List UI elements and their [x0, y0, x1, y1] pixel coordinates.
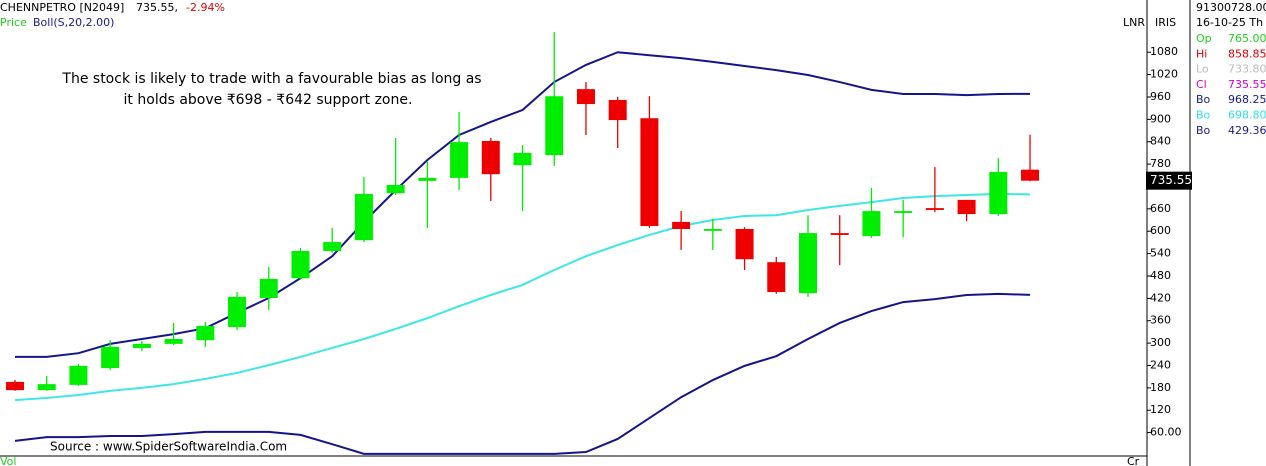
candle-body	[862, 211, 881, 237]
candle-body	[354, 193, 373, 241]
last-price: 735.55,	[136, 1, 178, 14]
candle-body	[735, 228, 754, 260]
candle-body	[481, 140, 500, 175]
y-tick-label: 300	[1150, 336, 1171, 349]
candle-body	[386, 184, 405, 194]
y-tick-label: 120	[1150, 403, 1171, 416]
info-value: 698.80	[1228, 109, 1266, 122]
y-tick-label: 660	[1150, 202, 1171, 215]
price-label: Price	[0, 16, 27, 29]
candle-body	[830, 233, 849, 235]
candle-body	[164, 339, 183, 344]
info-label: Lo	[1196, 63, 1209, 76]
info-value: 429.36	[1228, 124, 1266, 137]
info-value: 858.85	[1228, 47, 1266, 60]
source: Source : www.SpiderSoftwareIndia.Com	[50, 440, 287, 454]
candle-body	[418, 177, 437, 181]
info-volume: 91300728.00	[1196, 1, 1266, 14]
candle-body	[767, 262, 786, 293]
info-value: 735.55	[1228, 78, 1266, 91]
iris-label: IRIS	[1155, 16, 1176, 29]
price-tag-label: 735.55	[1150, 173, 1192, 187]
candle-body	[989, 171, 1008, 215]
info-label: Hi	[1196, 47, 1207, 60]
indicator-label: Boll(S,20,2.00)	[33, 16, 114, 29]
y-tick-label: 600	[1150, 224, 1171, 237]
price-tag	[1146, 171, 1192, 190]
y-tick-label: 480	[1150, 269, 1171, 282]
candle-body	[259, 278, 278, 298]
candle-body	[545, 96, 564, 156]
y-tick-label: 1020	[1150, 68, 1178, 81]
candle-body	[450, 142, 469, 178]
y-tick-label: 240	[1150, 358, 1171, 371]
candle-body	[925, 208, 944, 210]
y-tick-label: 840	[1150, 135, 1171, 148]
candle-body	[513, 152, 532, 166]
annotation: it holds above ₹698 - ₹642 support zone.	[124, 92, 413, 108]
y-tick-label: 540	[1150, 247, 1171, 260]
cr-label: Cr	[1127, 455, 1140, 466]
info-label: Bo	[1196, 124, 1211, 137]
candle-body	[576, 89, 595, 105]
info-value: 765.00	[1228, 32, 1266, 45]
candle-body	[672, 221, 691, 229]
plot	[6, 32, 1040, 455]
y-tick-label: 1080	[1150, 45, 1178, 58]
info-label: Bo	[1196, 109, 1211, 122]
info-label: Cl	[1196, 78, 1207, 91]
candle-body	[196, 325, 215, 341]
candle-body	[132, 343, 151, 348]
candle-body	[69, 365, 88, 385]
y-tick-label: 780	[1150, 157, 1171, 170]
y-tick-label: 900	[1150, 112, 1171, 125]
vol-label: Vol	[0, 455, 16, 466]
y-tick-label: 180	[1150, 381, 1171, 394]
info-date: 16-10-25 Th	[1196, 16, 1263, 29]
annotation: The stock is likely to trade with a favo…	[61, 71, 481, 87]
y-tick-label: 60.00	[1150, 426, 1182, 439]
candle-body	[957, 199, 976, 215]
info-value: 733.80	[1228, 63, 1266, 76]
bollinger-band	[15, 51, 1031, 358]
candle-body	[101, 346, 120, 369]
candle-body	[37, 384, 56, 391]
change: -2.94%	[186, 1, 225, 14]
info-rows: Op 765.00 Hi 858.85 Lo 733.80 Cl 735.55 Bo 968.25…	[1196, 32, 1266, 137]
lnr-label: LNR	[1123, 16, 1145, 29]
candle-body	[703, 228, 722, 231]
candle-body	[291, 250, 310, 279]
candle-body	[323, 242, 342, 251]
candle-body	[640, 118, 659, 227]
candle-body	[1021, 169, 1040, 181]
info-label: Bo	[1196, 93, 1211, 106]
info-label: Op	[1196, 32, 1212, 45]
candle-body	[228, 296, 247, 328]
candle-body	[894, 211, 913, 213]
bollinger-band	[14, 292, 1031, 455]
symbol: CHENNPETRO [N2049]	[0, 1, 124, 14]
y-tick-label: 960	[1150, 90, 1171, 103]
y-tick-label: 360	[1150, 314, 1171, 327]
info-value: 968.25	[1228, 93, 1266, 106]
candle-body	[799, 233, 817, 294]
candle-body	[6, 381, 24, 391]
y-tick-label: 420	[1150, 291, 1171, 304]
bollinger-band	[14, 192, 1031, 402]
candle-body	[608, 99, 627, 121]
